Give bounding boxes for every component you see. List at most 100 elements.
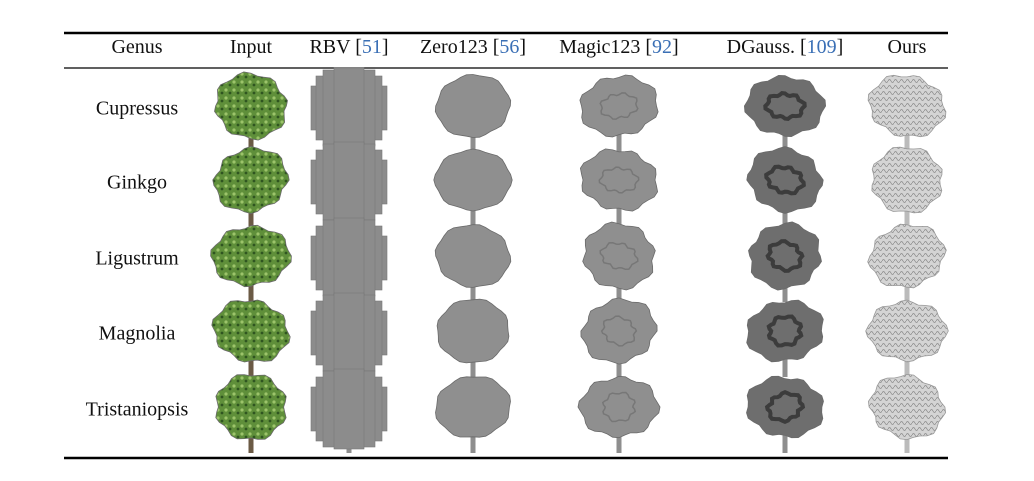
column-header: DGauss. [109] bbox=[727, 36, 844, 58]
crown bbox=[579, 148, 659, 212]
tree-render bbox=[310, 368, 388, 453]
crown bbox=[433, 148, 513, 212]
crown bbox=[746, 375, 824, 439]
crown bbox=[577, 375, 661, 439]
header-text: ] bbox=[672, 36, 679, 58]
genus-label: Ligustrum bbox=[95, 248, 179, 270]
citation: 109 bbox=[807, 36, 837, 58]
tree-render bbox=[579, 148, 659, 226]
voxel-block bbox=[333, 292, 365, 374]
trunk bbox=[782, 421, 788, 453]
tree-render bbox=[433, 148, 513, 226]
citation: 51 bbox=[362, 36, 382, 58]
crown bbox=[212, 145, 290, 215]
header-text: Input bbox=[230, 36, 273, 58]
crown bbox=[211, 299, 291, 363]
tree-render bbox=[310, 67, 388, 152]
crown bbox=[871, 146, 943, 214]
header-text: ] bbox=[837, 36, 844, 58]
crown bbox=[867, 373, 947, 441]
crown-detail bbox=[765, 239, 805, 273]
tree-render bbox=[582, 221, 656, 302]
crown-detail bbox=[601, 391, 637, 423]
tree-render bbox=[579, 74, 659, 152]
tree-render bbox=[743, 74, 827, 152]
column-header: RBV [51] bbox=[309, 36, 388, 58]
crown-detail bbox=[600, 315, 638, 347]
tree-render bbox=[746, 146, 824, 226]
column-header: Input bbox=[230, 36, 273, 58]
crown bbox=[215, 374, 287, 440]
genus-label: Magnolia bbox=[99, 323, 176, 345]
tree-render bbox=[867, 373, 947, 453]
crown bbox=[436, 298, 510, 364]
trunk bbox=[616, 120, 622, 152]
column-header: Ours bbox=[888, 36, 927, 58]
genus-label: Cupressus bbox=[96, 98, 178, 120]
crown bbox=[580, 297, 658, 365]
crown bbox=[214, 71, 288, 141]
crown-detail bbox=[763, 91, 807, 121]
column-header: Zero123 [56] bbox=[420, 36, 526, 58]
header-text: Ours bbox=[888, 36, 927, 58]
tree-render bbox=[580, 297, 658, 377]
trunk bbox=[904, 120, 910, 152]
tree-render bbox=[310, 292, 388, 377]
voxel-block bbox=[333, 217, 365, 299]
tree-render bbox=[867, 74, 947, 152]
tree-render bbox=[310, 217, 388, 302]
crown-detail bbox=[599, 241, 639, 271]
voxel-block bbox=[333, 67, 365, 149]
tree-render bbox=[215, 374, 287, 453]
crown bbox=[867, 223, 947, 289]
header-text: Genus bbox=[111, 36, 162, 58]
trunk bbox=[616, 194, 622, 226]
tree-render bbox=[434, 74, 512, 152]
crown bbox=[865, 299, 949, 363]
header-text: DGauss. [ bbox=[727, 36, 807, 58]
crown bbox=[748, 221, 822, 291]
tree-render bbox=[577, 375, 661, 453]
tree-render bbox=[746, 375, 824, 453]
citation: 56 bbox=[499, 36, 519, 58]
crown bbox=[746, 299, 824, 363]
tree-render bbox=[214, 71, 288, 152]
crown bbox=[867, 74, 947, 138]
tree-render bbox=[748, 221, 822, 302]
crown bbox=[746, 146, 824, 214]
header-text: ] bbox=[519, 36, 526, 58]
crown bbox=[435, 376, 511, 438]
genus-label: Tristaniopsis bbox=[86, 399, 189, 421]
tree-render bbox=[867, 223, 947, 302]
crown-detail bbox=[766, 314, 804, 348]
header-text: RBV [ bbox=[309, 36, 361, 58]
tree-render bbox=[871, 146, 943, 226]
header-text: Zero123 [ bbox=[420, 36, 499, 58]
crown bbox=[434, 74, 512, 138]
tree-render bbox=[211, 299, 291, 377]
citation: 92 bbox=[652, 36, 672, 58]
crown-detail bbox=[599, 92, 639, 120]
crown bbox=[434, 224, 512, 288]
voxel-block bbox=[333, 141, 365, 223]
crown bbox=[579, 74, 659, 138]
column-header: Genus bbox=[111, 36, 162, 58]
tree-render bbox=[434, 224, 512, 302]
header-text: Magic123 [ bbox=[559, 36, 652, 58]
crown bbox=[743, 74, 827, 138]
voxel-block bbox=[333, 368, 365, 450]
crown-detail bbox=[764, 390, 806, 424]
tree-render bbox=[210, 224, 292, 302]
column-header: Magic123 [92] bbox=[559, 36, 678, 58]
crown bbox=[210, 224, 292, 288]
trunk bbox=[782, 345, 788, 377]
crown-detail bbox=[764, 164, 806, 196]
crown-detail bbox=[598, 166, 640, 194]
tree-render bbox=[746, 299, 824, 377]
crown bbox=[582, 221, 656, 291]
tree-render bbox=[865, 299, 949, 377]
tree-render bbox=[212, 145, 290, 226]
genus-label: Ginkgo bbox=[107, 172, 167, 194]
